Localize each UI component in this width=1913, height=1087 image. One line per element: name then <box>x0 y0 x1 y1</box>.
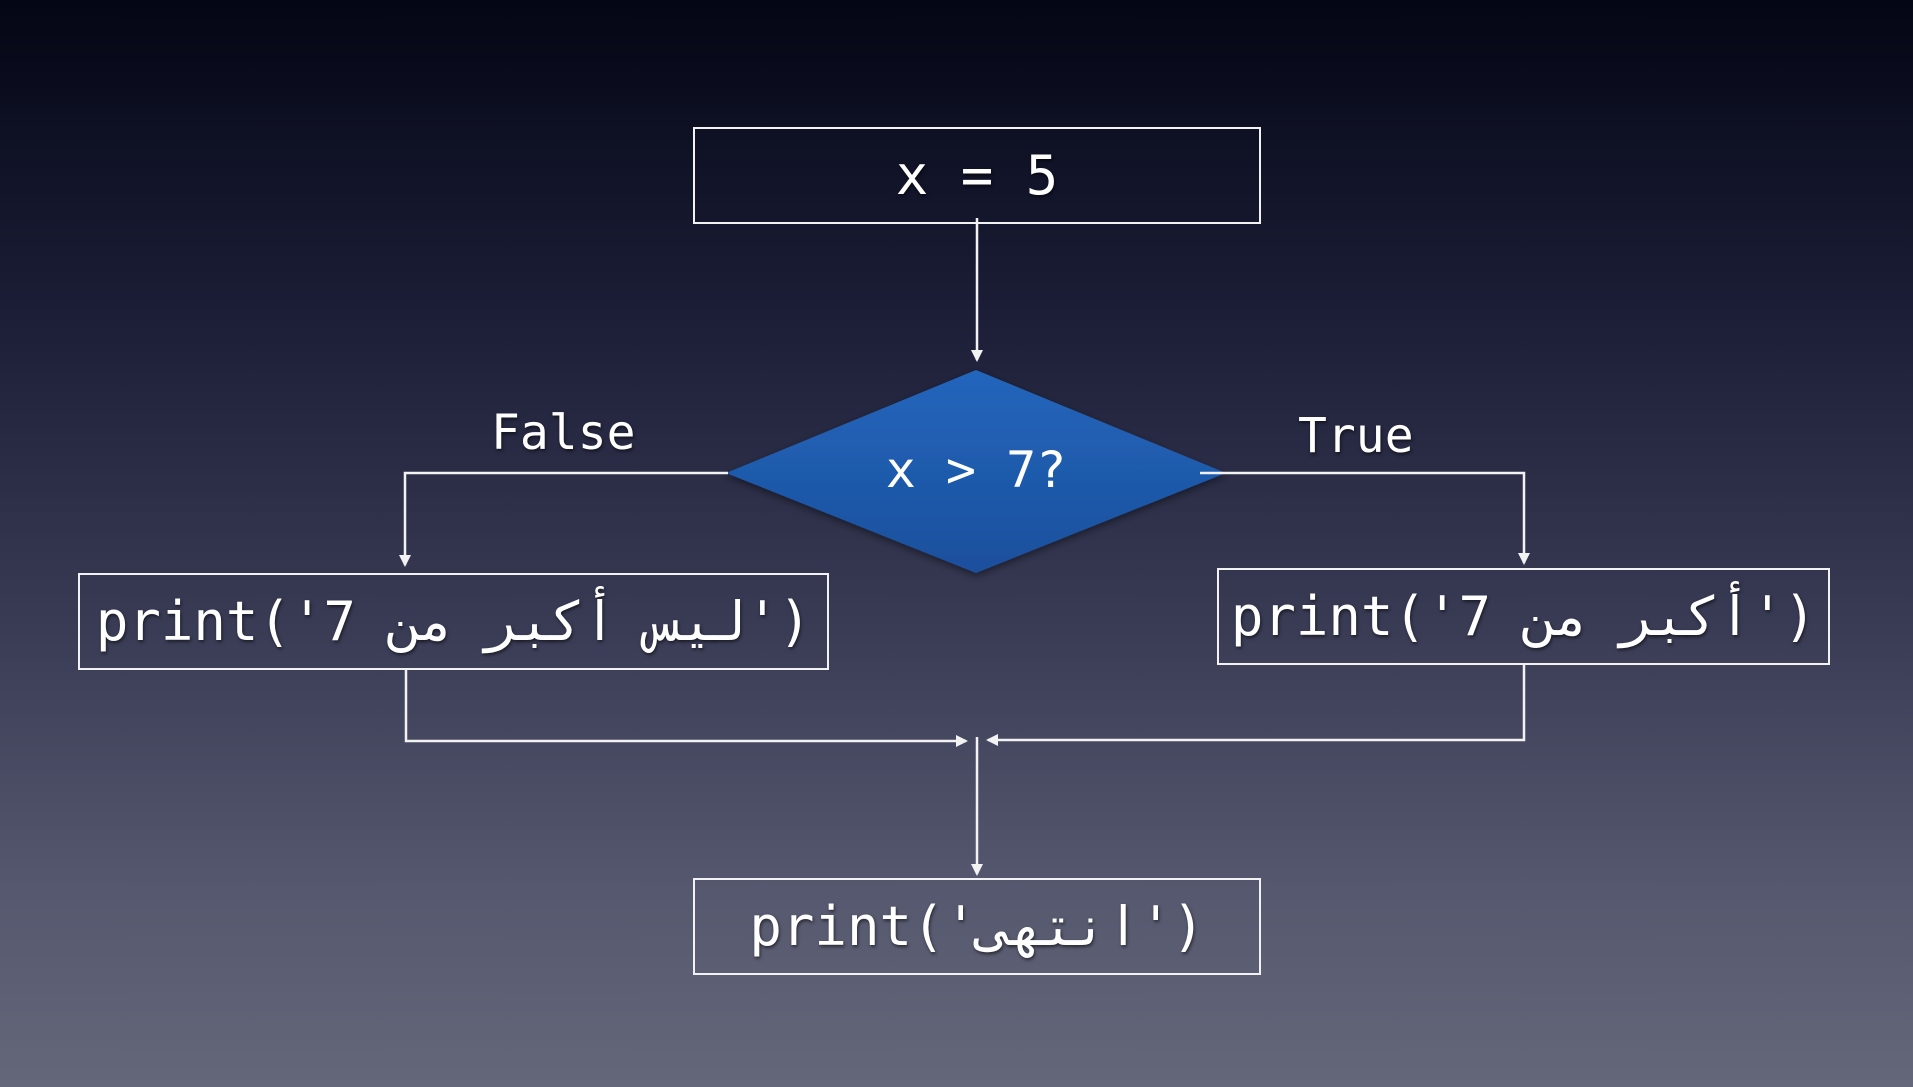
true-output-box: print('7 أكبر من') <box>1217 568 1830 665</box>
start-box-text: x = 5 <box>895 144 1059 207</box>
arrow-decision-to-true <box>1200 471 1530 565</box>
end-box-text: print('انتهى') <box>749 895 1205 958</box>
start-box: x = 5 <box>693 127 1261 224</box>
false-output-text: print('7 ليس أكبر من') <box>95 590 812 653</box>
false-branch-label: False <box>491 405 636 461</box>
arrow-false-to-merge <box>404 669 968 747</box>
true-output-text: print('7 أكبر من') <box>1230 585 1817 648</box>
false-output-box: print('7 ليس أكبر من') <box>78 573 829 670</box>
decision-diamond <box>726 370 1226 573</box>
decision-label: x > 7? <box>885 441 1067 499</box>
end-box: print('انتهى') <box>693 878 1261 975</box>
true-branch-label: True <box>1298 408 1414 464</box>
arrow-decision-to-false <box>399 471 728 567</box>
arrow-true-to-merge <box>986 663 1526 746</box>
